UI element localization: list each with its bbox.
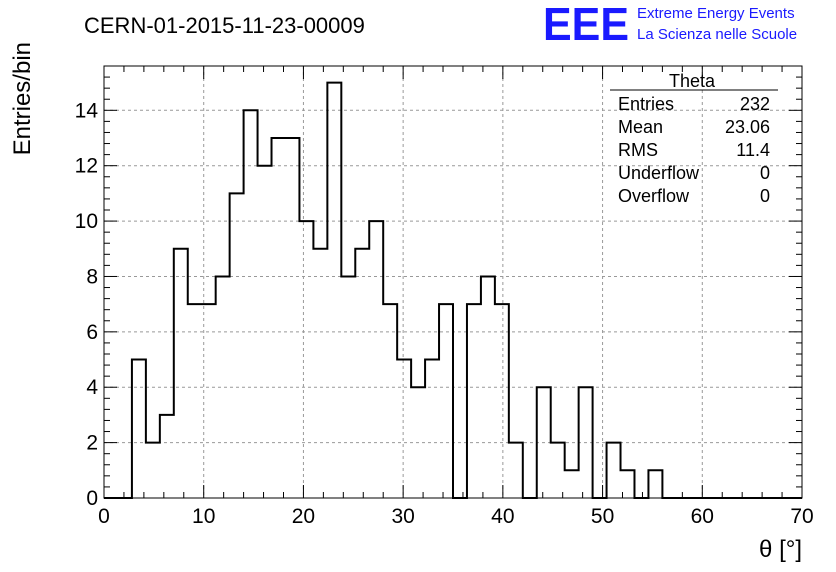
stats-row-value: 232 [740,94,770,114]
brand-line-2: La Scienza nelle Scuole [637,26,797,43]
histogram-bin [425,360,439,498]
plot-frame [103,65,803,499]
stats-rows: Entries 232 Mean 23.06 RMS 11.4 Underflow 0 Over… [618,94,770,206]
stats-row-value: 11.4 [736,140,770,160]
histogram-bin [397,360,411,498]
stats-row-value: 23.06 [725,117,770,137]
histogram-layer [104,81,802,499]
x-tick-label: 0 [98,505,110,528]
histogram-bin [174,249,188,498]
histogram-bin [495,304,509,498]
histogram-bin [272,138,286,498]
y-axis-label: Entries/bin [9,42,36,155]
histogram-bin [132,360,146,498]
histogram-bin [439,304,453,498]
histogram-bin [355,249,369,498]
y-tick-label: 0 [86,487,98,510]
histogram-bin [327,83,341,498]
chart-title: CERN-01-2015-11-23-00009 [84,13,365,38]
histogram-bin [285,138,299,498]
x-tick-label: 40 [491,505,514,528]
x-tick-label: 10 [192,505,215,528]
grid-lines [104,66,802,498]
histogram-bin [648,470,662,498]
histogram-bin [244,110,258,498]
histogram-bin [258,166,272,498]
histogram-bin [509,443,523,498]
y-tick-label: 14 [75,99,99,122]
histogram-bin [383,304,397,498]
stats-row-label: Entries [618,94,674,114]
x-axis-label: θ [°] [759,536,802,563]
histogram-bin [369,221,383,498]
y-tick-label: 6 [86,321,98,344]
stats-row-label: Underflow [618,163,700,183]
stats-row-label: Mean [618,117,663,137]
histogram-bin [216,276,230,498]
x-tick-label: 50 [591,505,614,528]
histogram-bin [160,415,174,498]
stats-row-value: 0 [760,163,770,183]
stats-title: Theta [669,71,716,91]
histogram-bin [313,249,327,498]
stats-row-value: 0 [760,186,770,206]
y-tick-label: 12 [75,155,98,178]
histogram-bin [341,276,355,498]
tick-labels: 0 10 20 30 40 50 60 70 0 2 4 6 8 10 12 14 [75,99,814,528]
y-tick-label: 10 [75,210,98,233]
x-tick-label: 20 [292,505,315,528]
stats-row-label: Overflow [618,186,690,206]
stats-box: Theta Entries 232 Mean 23.06 RMS 11.4 Underflo… [610,71,778,206]
x-tick-label: 70 [790,505,813,528]
axis-ticks [103,65,803,499]
histogram-outline [104,81,802,499]
histogram-bin [146,443,160,498]
histogram-bin [565,470,579,498]
y-tick-label: 4 [86,376,98,399]
x-tick-label: 30 [391,505,414,528]
histogram-bin [467,304,481,498]
histogram-bin [299,221,313,498]
histogram-bin [230,193,244,498]
histogram-bin [551,443,565,498]
x-tick-label: 60 [691,505,714,528]
y-tick-label: 2 [86,432,98,455]
histogram-bin [188,304,202,498]
histogram-bin [607,443,621,498]
y-tick-label: 8 [86,265,98,288]
eee-logo: EEE [543,0,629,50]
brand-line-1: Extreme Energy Events [637,5,795,22]
stats-row-label: RMS [618,140,658,160]
